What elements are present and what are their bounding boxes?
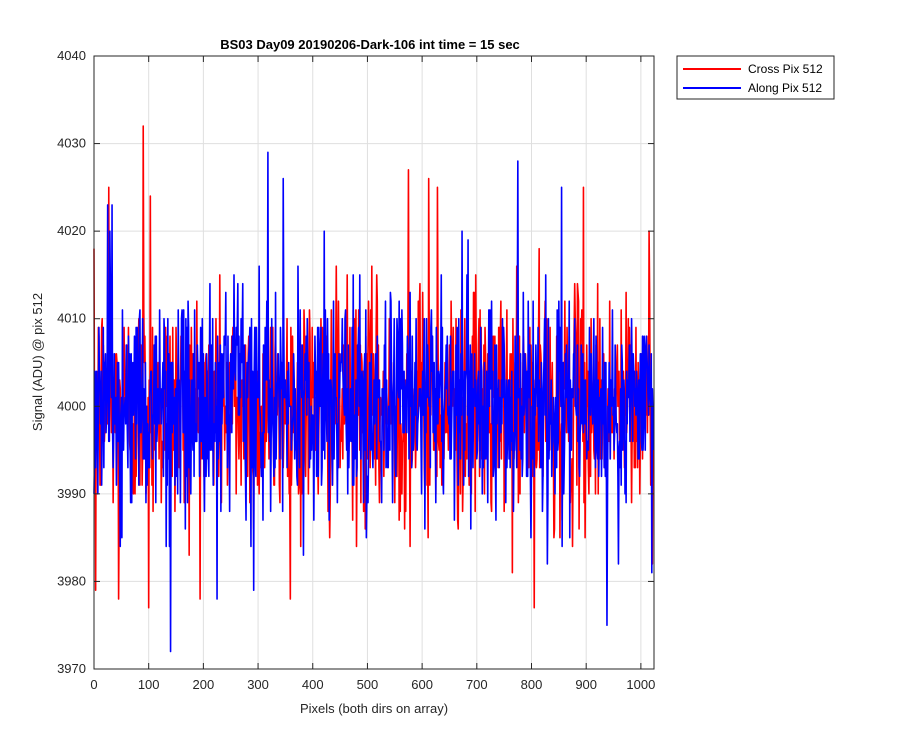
x-tick-label: 500 [357, 677, 379, 692]
axis-ticks: 0 100 200 300 400 500 600 700 800 900 1000 3970 3980… [57, 48, 655, 692]
y-tick-label: 4040 [57, 48, 86, 63]
x-tick-label: 900 [575, 677, 597, 692]
x-tick-label: 300 [247, 677, 269, 692]
legend-label-along: Along Pix 512 [748, 81, 822, 95]
x-tick-label: 0 [90, 677, 97, 692]
legend-box [676, 55, 835, 100]
x-tick-label: 1000 [626, 677, 655, 692]
y-tick-label: 4000 [57, 398, 86, 413]
y-tick-label: 3970 [57, 661, 86, 676]
x-tick-label: 800 [521, 677, 543, 692]
x-tick-label: 400 [302, 677, 324, 692]
plot-area-border [93, 55, 655, 670]
x-tick-label: 700 [466, 677, 488, 692]
series-line-along-pix [93, 151, 655, 653]
y-tick-label: 4030 [57, 136, 86, 151]
y-axis-label: Signal (ADU) @ pix 512 [30, 293, 45, 431]
y-tick-label: 3980 [57, 573, 86, 588]
y-tick-label: 3990 [57, 486, 86, 501]
y-tick-label: 4010 [57, 311, 86, 326]
series-layer [93, 125, 655, 653]
x-tick-label: 200 [193, 677, 215, 692]
legend: Cross Pix 512 Along Pix 512 [676, 55, 835, 100]
x-tick-label: 100 [138, 677, 160, 692]
x-tick-label: 600 [411, 677, 433, 692]
y-tick-label: 4020 [57, 223, 86, 238]
x-axis-label: Pixels (both dirs on array) [300, 701, 448, 716]
legend-label-cross: Cross Pix 512 [748, 62, 823, 76]
chart-title: BS03 Day09 20190206-Dark-106 int time = … [220, 37, 520, 52]
